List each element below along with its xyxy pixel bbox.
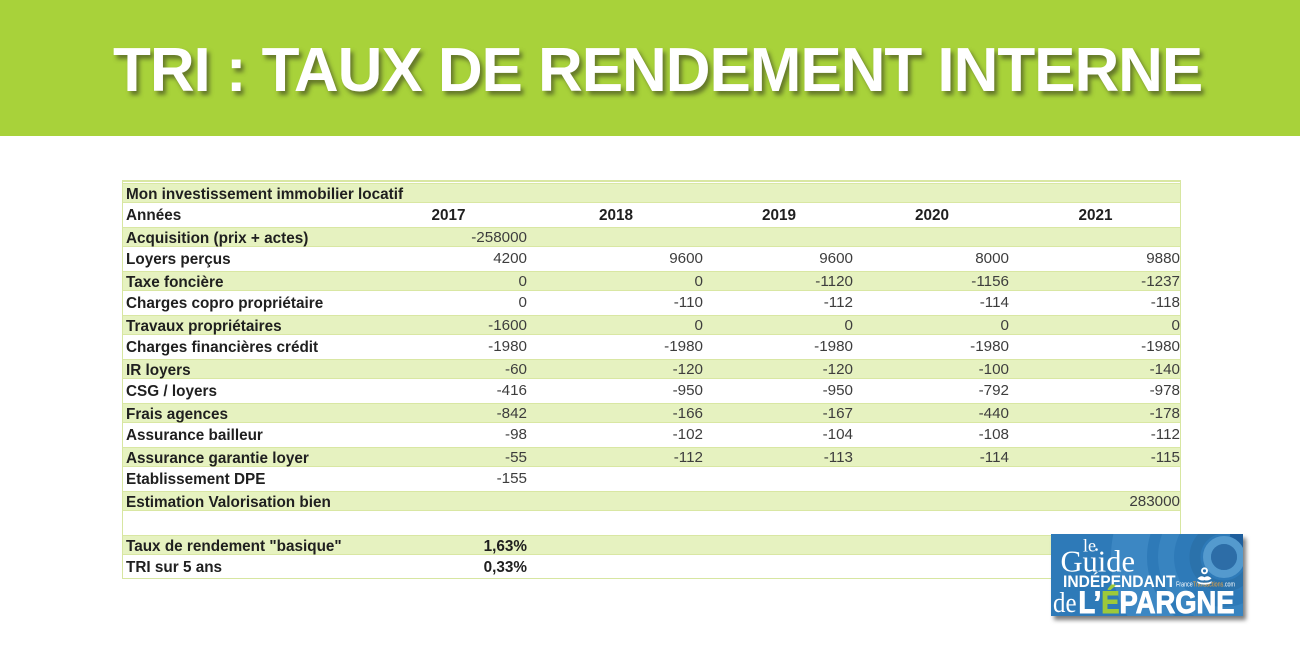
svg-text:Guide: Guide (1061, 545, 1136, 579)
svg-text:le: le (1083, 536, 1096, 556)
svg-text:L’ÉPARGNE: L’ÉPARGNE (1079, 584, 1235, 616)
svg-text:de: de (1053, 588, 1077, 616)
svg-text:INDÉPENDANT: INDÉPENDANT (1063, 572, 1176, 591)
svg-text:FranceTransactions.com: FranceTransactions.com (1176, 582, 1235, 589)
